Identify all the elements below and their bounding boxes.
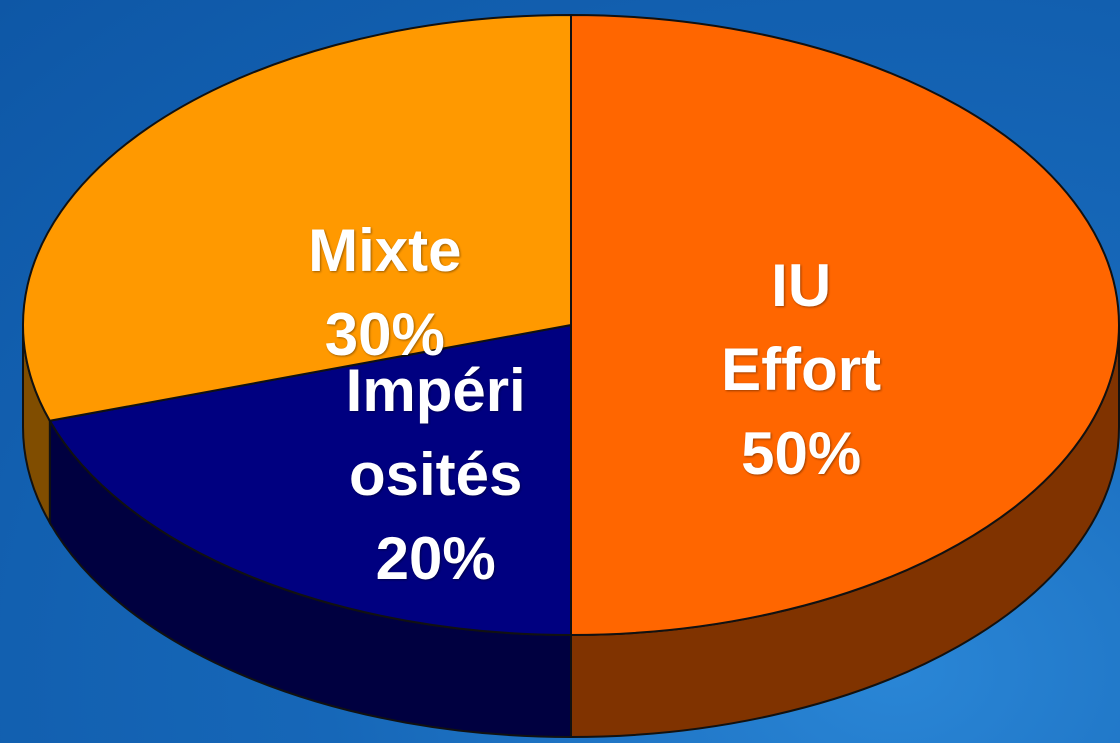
slice: [570, 13, 1120, 637]
slice: [22, 13, 572, 422]
value-label: 20%: [375, 525, 496, 593]
slice-label: IU Effort 50%: [721, 244, 881, 496]
category-label: Impéri osités: [345, 357, 526, 509]
category-label: IU Effort: [721, 252, 882, 403]
slice-label: Impéri osités 20%: [346, 349, 526, 601]
value-label: 50%: [741, 420, 862, 487]
value-label: 30%: [324, 301, 445, 369]
category-label: Mixte: [308, 217, 462, 285]
slice: [48, 323, 572, 637]
slice-label: Mixte 30%: [308, 209, 461, 377]
